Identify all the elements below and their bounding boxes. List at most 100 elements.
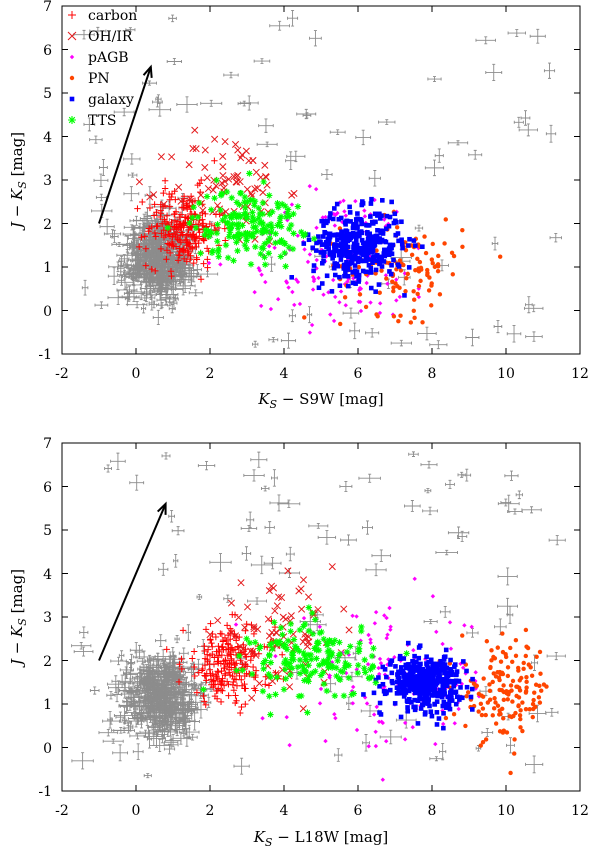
data-point [368, 201, 374, 206]
data-point [119, 254, 130, 264]
y-tick-label: -1 [38, 347, 52, 363]
data-point [107, 290, 129, 305]
data-point [350, 684, 356, 690]
data-point [304, 651, 312, 659]
data-point [264, 222, 272, 230]
data-point [342, 273, 347, 279]
data-point [111, 727, 131, 734]
data-point [129, 642, 143, 659]
data-point [357, 233, 362, 238]
data-point [543, 62, 556, 79]
data-point [539, 688, 544, 693]
data-point [138, 695, 152, 701]
data-point [377, 261, 382, 267]
data-point [195, 669, 202, 676]
data-point [409, 677, 415, 682]
data-point [320, 635, 327, 643]
data-point [381, 251, 387, 256]
data-point [282, 656, 289, 664]
data-point [476, 709, 481, 714]
data-point [146, 729, 153, 749]
data-point [311, 263, 317, 268]
data-point [225, 175, 233, 183]
vector-line [98, 503, 167, 661]
data-point [239, 222, 246, 229]
data-point [289, 202, 295, 207]
data-point [549, 233, 562, 243]
data-point [168, 304, 176, 314]
data-point [470, 707, 475, 712]
data-point [373, 267, 379, 273]
data-point [497, 567, 518, 586]
data-point [152, 233, 159, 240]
data-point [317, 624, 322, 629]
data-point [377, 700, 383, 706]
data-point [135, 243, 143, 251]
data-point [175, 183, 183, 191]
data-point [139, 676, 157, 685]
data-point [200, 260, 207, 267]
data-point [138, 233, 145, 241]
data-point [217, 698, 225, 706]
y-tick-label: 2 [43, 217, 52, 233]
data-point [205, 229, 213, 236]
data-point [355, 129, 372, 146]
data-point [370, 645, 377, 652]
data-point [345, 267, 351, 272]
data-point [341, 664, 348, 671]
data-point [501, 683, 506, 688]
data-point [326, 637, 333, 645]
data-point [530, 701, 536, 707]
data-point [206, 652, 214, 660]
data-point [369, 235, 375, 241]
data-point [368, 285, 374, 291]
data-point [493, 319, 503, 334]
data-point [382, 672, 388, 677]
data-point [237, 709, 244, 717]
data-point [443, 647, 449, 653]
data-point [394, 225, 400, 230]
data-point [167, 666, 178, 685]
data-point [409, 252, 415, 258]
data-point [309, 30, 322, 47]
data-point [182, 213, 190, 221]
data-point [225, 669, 233, 676]
data-point [453, 701, 459, 707]
data-point [257, 643, 264, 650]
data-point [269, 584, 278, 592]
data-point [426, 701, 431, 706]
data-point [233, 667, 240, 674]
data-point [368, 640, 373, 645]
data-point [506, 692, 511, 697]
data-point [308, 522, 329, 529]
data-point [177, 211, 185, 218]
data-point [298, 605, 306, 613]
data-point [431, 669, 436, 674]
data-point [207, 620, 214, 627]
data-point [135, 178, 143, 186]
data-point [230, 257, 237, 264]
data-point [307, 618, 327, 631]
x-tick-label: 12 [571, 803, 589, 819]
data-point [367, 666, 374, 673]
data-point [362, 695, 368, 700]
data-point [464, 694, 469, 699]
data-point [444, 665, 450, 671]
data-point [294, 663, 302, 671]
data-point [212, 633, 220, 641]
data-point [379, 264, 385, 269]
data-point [327, 215, 333, 220]
data-point [158, 562, 169, 576]
data-point [342, 295, 348, 300]
data-point [436, 716, 442, 721]
y-tick-label: 5 [43, 523, 52, 539]
data-point [195, 220, 202, 228]
data-point [323, 687, 331, 695]
data-point [171, 217, 179, 224]
data-point [186, 195, 194, 203]
data-point [163, 743, 176, 755]
data-point [246, 170, 253, 177]
data-point [415, 721, 421, 726]
data-point [436, 253, 441, 259]
data-point [384, 689, 389, 694]
